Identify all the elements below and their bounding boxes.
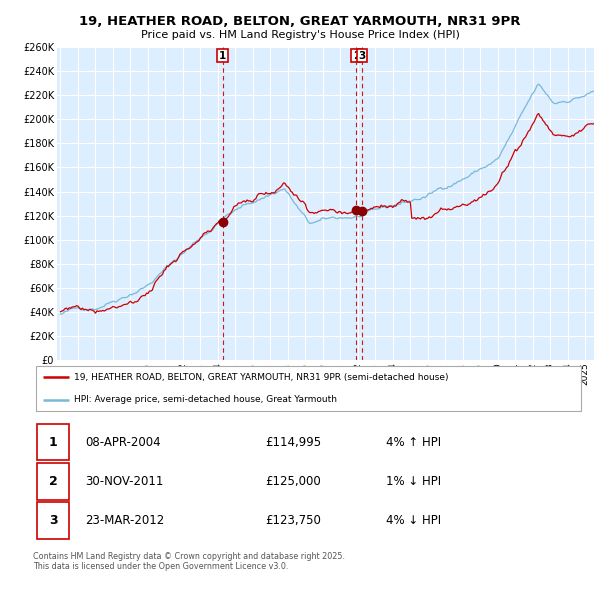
FancyBboxPatch shape [37, 503, 70, 539]
Text: 08-APR-2004: 08-APR-2004 [85, 435, 161, 448]
Text: 3: 3 [49, 514, 58, 527]
Text: HPI: Average price, semi-detached house, Great Yarmouth: HPI: Average price, semi-detached house,… [74, 395, 337, 404]
Text: Price paid vs. HM Land Registry's House Price Index (HPI): Price paid vs. HM Land Registry's House … [140, 30, 460, 40]
Text: £123,750: £123,750 [265, 514, 321, 527]
Text: 19, HEATHER ROAD, BELTON, GREAT YARMOUTH, NR31 9PR: 19, HEATHER ROAD, BELTON, GREAT YARMOUTH… [79, 15, 521, 28]
Text: Contains HM Land Registry data © Crown copyright and database right 2025.
This d: Contains HM Land Registry data © Crown c… [33, 552, 345, 571]
Text: 19, HEATHER ROAD, BELTON, GREAT YARMOUTH, NR31 9PR (semi-detached house): 19, HEATHER ROAD, BELTON, GREAT YARMOUTH… [74, 373, 449, 382]
Text: 4% ↓ HPI: 4% ↓ HPI [386, 514, 442, 527]
Text: 30-NOV-2011: 30-NOV-2011 [85, 475, 164, 488]
FancyBboxPatch shape [37, 463, 70, 500]
Text: 3: 3 [358, 51, 365, 61]
Text: 23-MAR-2012: 23-MAR-2012 [85, 514, 164, 527]
Text: 1: 1 [219, 51, 226, 61]
Text: 4% ↑ HPI: 4% ↑ HPI [386, 435, 442, 448]
Text: 2: 2 [353, 51, 360, 61]
Text: 2: 2 [49, 475, 58, 488]
Text: 1% ↓ HPI: 1% ↓ HPI [386, 475, 442, 488]
Text: £125,000: £125,000 [265, 475, 320, 488]
FancyBboxPatch shape [37, 424, 70, 460]
FancyBboxPatch shape [36, 366, 581, 411]
Text: £114,995: £114,995 [265, 435, 321, 448]
Text: 1: 1 [49, 435, 58, 448]
